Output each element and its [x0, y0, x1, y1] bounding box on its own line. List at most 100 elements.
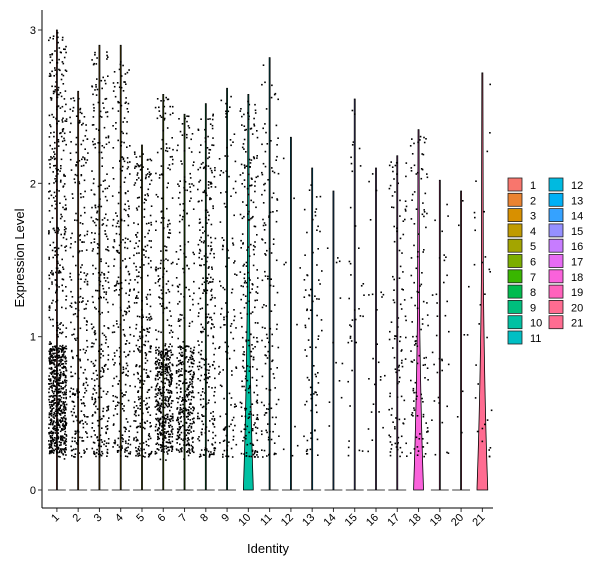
- x-tick-label-19: 19: [428, 512, 445, 529]
- x-tick-label-7: 7: [177, 512, 190, 525]
- legend-swatch-19: [548, 284, 564, 299]
- legend-label-15: 15: [571, 226, 583, 238]
- legend-item-17: 17: [548, 254, 583, 269]
- violin-group-21: [473, 72, 493, 491]
- x-tick-label-3: 3: [92, 512, 105, 525]
- legend-item-10: 10: [507, 315, 542, 330]
- legend-item-18: 18: [548, 269, 583, 284]
- violin-10: [243, 94, 254, 491]
- y-tick-label-0: 0: [30, 485, 36, 497]
- points-1: [48, 32, 68, 460]
- x-tick-label-20: 20: [449, 512, 466, 529]
- legend-label-2: 2: [530, 195, 536, 207]
- violin-16: [367, 167, 385, 491]
- legend-item-14: 14: [548, 208, 583, 223]
- legend-label-7: 7: [530, 272, 536, 284]
- x-tick-label-1: 1: [49, 512, 62, 525]
- violin-9: [218, 87, 237, 491]
- violin-21: [476, 72, 489, 491]
- legend-swatch-21: [548, 315, 564, 330]
- violin-14: [324, 190, 343, 491]
- violin-group-14: [324, 190, 344, 491]
- violin-group-13: [303, 167, 323, 491]
- violin-group-11: [260, 57, 280, 491]
- legend-item-15: 15: [548, 223, 583, 238]
- violin-13: [303, 167, 322, 491]
- legend-label-21: 21: [571, 318, 583, 330]
- legend-swatch-17: [548, 254, 564, 268]
- plot-panel: [47, 29, 493, 491]
- legend-label-1: 1: [530, 180, 536, 192]
- legend-swatch-8: [507, 284, 523, 299]
- x-tick-label-10: 10: [236, 512, 253, 529]
- legend-item-20: 20: [548, 299, 583, 314]
- violin-17: [388, 155, 407, 491]
- legend-item-16: 16: [548, 238, 583, 253]
- violin-11: [260, 57, 279, 491]
- violin-15: [345, 98, 364, 491]
- y-axis-label: Expression Level: [12, 208, 27, 307]
- violin-18: [413, 129, 424, 491]
- points-19: [431, 203, 450, 456]
- violin-20: [452, 190, 471, 491]
- legend-label-20: 20: [571, 302, 583, 314]
- legend-item-8: 8: [507, 284, 536, 299]
- points-7: [175, 115, 196, 460]
- violin-19: [430, 179, 449, 491]
- legend-label-11: 11: [530, 333, 541, 345]
- legend-item-1: 1: [507, 177, 536, 192]
- violin-group-1: [47, 29, 68, 491]
- y-tick-label-3: 3: [30, 25, 36, 37]
- violin-3: [90, 44, 109, 491]
- x-tick-label-18: 18: [407, 512, 424, 529]
- x-tick-label-11: 11: [258, 512, 275, 529]
- points-12: [282, 157, 301, 457]
- violin-1: [47, 29, 66, 491]
- legend-swatch-9: [507, 299, 523, 314]
- legend-item-19: 19: [548, 284, 583, 299]
- points-18: [409, 135, 429, 458]
- legend-swatch-5: [507, 238, 523, 253]
- violin-group-2: [69, 90, 89, 491]
- legend-label-4: 4: [530, 226, 536, 238]
- legend-swatch-16: [548, 238, 564, 253]
- x-tick-label-21: 21: [470, 512, 487, 529]
- legend-item-4: 4: [507, 223, 536, 238]
- violin-6: [154, 94, 173, 491]
- x-tick-label-8: 8: [198, 512, 211, 525]
- points-6: [154, 96, 174, 461]
- points-20: [456, 200, 470, 434]
- legend-swatch-3: [507, 208, 523, 223]
- legend-swatch-12: [548, 177, 564, 192]
- violin-7: [175, 113, 194, 491]
- legend-swatch-18: [548, 269, 564, 284]
- legend-item-21: 21: [548, 315, 583, 330]
- legend-swatch-15: [548, 223, 564, 238]
- violin-group-3: [90, 44, 110, 491]
- violin-group-12: [281, 136, 301, 491]
- x-tick-label-15: 15: [343, 512, 360, 529]
- legend-item-6: 6: [507, 254, 536, 269]
- legend-label-18: 18: [571, 272, 583, 284]
- legend-item-13: 13: [548, 192, 583, 207]
- violin-group-16: [367, 167, 386, 491]
- legend-item-11: 11: [507, 330, 541, 345]
- legend-swatch-14: [548, 208, 564, 223]
- points-11: [260, 64, 280, 458]
- legend-label-16: 16: [571, 241, 583, 253]
- points-16: [367, 173, 386, 453]
- x-tick-label-16: 16: [364, 512, 381, 529]
- x-tick-label-13: 13: [300, 512, 317, 529]
- legend-swatch-6: [507, 254, 523, 268]
- violin-group-19: [430, 179, 450, 491]
- violin-group-5: [133, 144, 153, 491]
- x-tick-label-9: 9: [219, 512, 232, 525]
- violin-group-17: [388, 155, 408, 491]
- legend-swatch-20: [548, 299, 564, 314]
- points-9: [218, 95, 238, 458]
- violin-group-6: [154, 94, 174, 491]
- y-tick-label-1: 1: [30, 332, 36, 344]
- violin-group-9: [218, 87, 238, 491]
- points-2: [69, 97, 89, 458]
